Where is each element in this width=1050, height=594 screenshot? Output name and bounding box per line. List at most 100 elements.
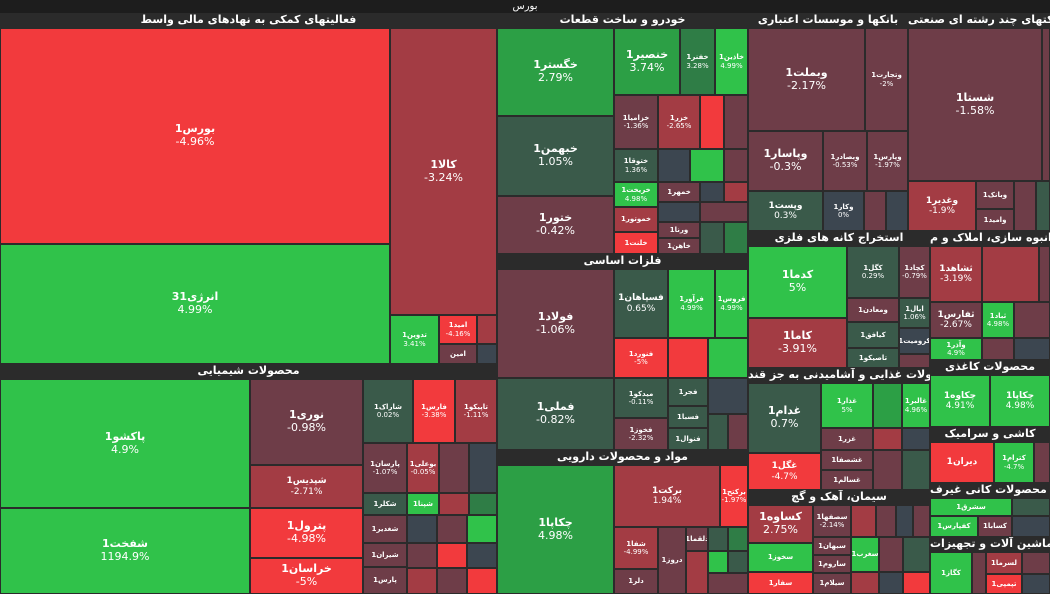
stock-tile[interactable]: فرآور1 4.99% [668, 269, 715, 338]
sector-header-chemicals[interactable]: محصولات شیمیایی [0, 364, 497, 379]
stock-tile[interactable] [873, 428, 902, 450]
stock-tile[interactable]: خبهمن1 1.05% [497, 116, 614, 196]
stock-tile[interactable] [1022, 574, 1050, 594]
stock-tile[interactable]: امین [439, 344, 477, 364]
stock-tile[interactable] [982, 246, 1039, 302]
stock-tile[interactable]: شغدیر1 [363, 515, 407, 543]
stock-tile[interactable]: ختور1 -0.42% [497, 196, 614, 254]
stock-tile[interactable] [902, 450, 930, 490]
stock-tile[interactable]: شپدیس1 -2.71% [250, 465, 363, 508]
stock-tile[interactable]: نوری1 -0.98% [250, 379, 363, 465]
stock-tile[interactable]: چکاپا1 4.98% [990, 375, 1050, 427]
stock-tile[interactable] [686, 551, 708, 594]
stock-tile[interactable] [708, 338, 748, 378]
stock-tile[interactable]: برکت1 1.94% [614, 465, 720, 527]
stock-tile[interactable] [728, 551, 748, 573]
stock-tile[interactable]: دیران1 [930, 442, 994, 483]
stock-tile[interactable]: برکتح1 -1.97% [720, 465, 748, 527]
stock-tile[interactable]: خموتور1 [614, 207, 658, 232]
sector-header-pharma[interactable]: مواد و محصولات دارویی [497, 450, 748, 465]
sector-header-nonmetal[interactable]: سایر محصولات کانی غیرف [930, 483, 1050, 498]
stock-tile[interactable] [1014, 302, 1050, 338]
sector-header-paper[interactable]: محصولات کاغذی [930, 360, 1050, 375]
stock-tile[interactable]: شفا1 -4.99% [614, 527, 658, 569]
stock-tile[interactable]: خریخت1 4.98% [614, 182, 658, 207]
stock-tile[interactable] [437, 515, 467, 543]
stock-tile[interactable]: دلر1 [614, 569, 658, 594]
stock-tile[interactable] [700, 182, 724, 202]
stock-tile[interactable] [1039, 246, 1050, 302]
sector-header-banks[interactable]: بانکها و موسسات اعتباری [748, 13, 908, 28]
stock-tile[interactable]: خنصیر1 3.74% [614, 28, 680, 95]
stock-tile[interactable] [439, 493, 469, 515]
stock-tile[interactable]: سفار1 [748, 572, 813, 594]
stock-tile[interactable]: شیران1 [363, 543, 407, 567]
stock-tile[interactable]: کیافق1 [847, 322, 899, 348]
stock-tile[interactable]: ساروم1 [813, 555, 851, 573]
stock-tile[interactable] [437, 543, 467, 568]
stock-tile[interactable]: وپست1 0.3% [748, 191, 823, 231]
stock-tile[interactable]: پارسان1 -1.07% [363, 443, 407, 493]
stock-tile[interactable]: دروز1 [658, 527, 686, 594]
stock-tile[interactable]: سشرق1 [930, 498, 1012, 516]
stock-tile[interactable]: ومعادن1 [847, 298, 899, 322]
stock-tile[interactable]: کگاز1 [930, 552, 972, 594]
stock-tile[interactable]: وبملت1 -2.17% [748, 28, 865, 131]
sector-header-mining[interactable]: استخراج کانه های فلزی [748, 231, 930, 246]
stock-tile[interactable] [1042, 28, 1050, 181]
stock-tile[interactable]: وپارس1 -1.97% [867, 131, 908, 191]
stock-tile[interactable] [1014, 181, 1036, 231]
stock-tile[interactable] [879, 537, 903, 572]
stock-tile[interactable]: شاراک1 0.02% [363, 379, 413, 443]
stock-tile[interactable]: وامید1 [976, 209, 1014, 231]
stock-tile[interactable]: امید1 -4.16% [439, 315, 477, 344]
stock-tile[interactable] [708, 527, 728, 551]
stock-tile[interactable] [1036, 181, 1050, 231]
stock-tile[interactable]: کچاد1 -0.79% [899, 246, 930, 298]
sector-header-machinery[interactable]: ماشین آلات و تجهیزات [930, 537, 1050, 552]
stock-tile[interactable]: پاکشو1 4.9% [0, 379, 250, 508]
stock-tile[interactable] [708, 551, 728, 573]
stock-tile[interactable] [708, 573, 748, 594]
stock-tile[interactable] [886, 191, 908, 231]
stock-tile[interactable]: خفنر1 3.28% [680, 28, 715, 95]
stock-tile[interactable] [873, 450, 902, 490]
stock-tile[interactable] [467, 568, 497, 594]
stock-tile[interactable]: فملی1 -0.82% [497, 378, 614, 450]
stock-tile[interactable]: کدما1 5% [748, 246, 847, 318]
stock-tile[interactable] [728, 527, 748, 551]
stock-tile[interactable]: کالا1 -3.24% [390, 28, 497, 315]
stock-tile[interactable]: فارس1 -3.38% [413, 379, 455, 443]
stock-tile[interactable]: فجر1 [668, 378, 708, 406]
stock-tile[interactable]: فخوز1 -2.32% [614, 418, 668, 450]
stock-tile[interactable]: ورنا1 [658, 222, 700, 238]
stock-tile[interactable]: وپاسار1 -0.3% [748, 131, 823, 191]
stock-tile[interactable]: فسبا1 [668, 406, 708, 428]
stock-tile[interactable]: وبصادر1 -0.53% [823, 131, 867, 191]
stock-tile[interactable] [902, 428, 930, 450]
stock-tile[interactable]: وتجارت1 -2% [865, 28, 908, 131]
stock-tile[interactable] [1022, 552, 1050, 574]
stock-tile[interactable] [469, 443, 497, 493]
sector-header-cement[interactable]: سیمان، آهک و گچ [748, 490, 930, 505]
stock-tile[interactable]: سصفها1 -2.14% [813, 505, 851, 537]
stock-tile[interactable] [982, 338, 1014, 360]
stock-tile[interactable]: وکار1 0% [823, 191, 864, 231]
stock-tile[interactable]: کسابا1 [978, 516, 1012, 537]
stock-tile[interactable]: وغدیر1 -1.9% [908, 181, 976, 231]
stock-tile[interactable]: فسپاهان1 0.65% [614, 269, 668, 338]
stock-tile[interactable] [690, 149, 724, 182]
stock-tile[interactable]: کاما1 -3.91% [748, 318, 847, 368]
stock-tile[interactable] [658, 202, 700, 222]
stock-tile[interactable]: خزر1 -2.65% [658, 95, 700, 149]
stock-tile[interactable]: تاصیکو1 [847, 348, 899, 368]
stock-tile[interactable] [407, 543, 437, 568]
stock-tile[interactable] [700, 95, 724, 149]
stock-tile[interactable]: سخوز1 [748, 543, 813, 572]
stock-tile[interactable] [658, 149, 690, 182]
stock-tile[interactable] [913, 505, 930, 537]
stock-tile[interactable] [467, 515, 497, 543]
stock-tile[interactable] [903, 537, 930, 572]
stock-tile[interactable]: سبهان1 [813, 537, 851, 555]
stock-tile[interactable]: خمهر1 [658, 182, 700, 202]
